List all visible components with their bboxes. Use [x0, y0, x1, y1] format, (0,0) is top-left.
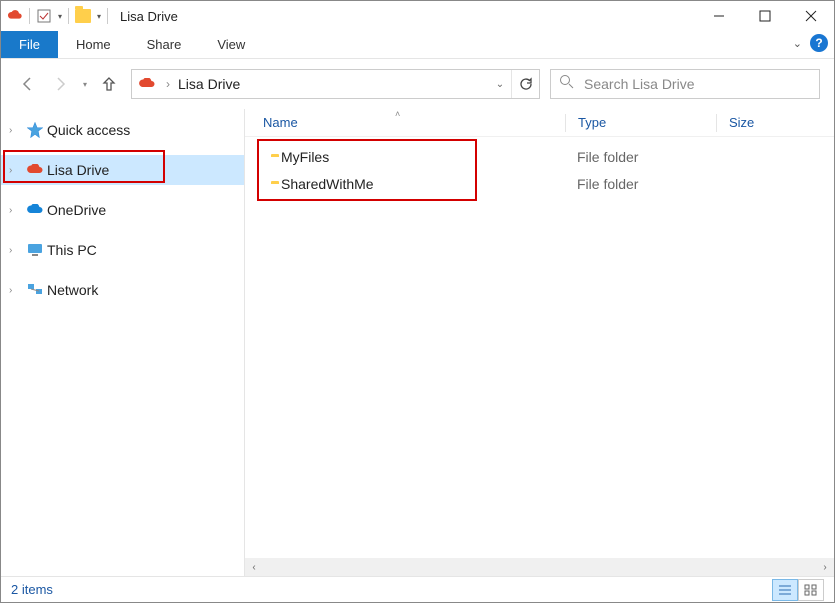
column-type[interactable]: Type [566, 115, 716, 130]
file-name: MyFiles [281, 149, 329, 165]
expander-icon[interactable]: › [9, 245, 23, 256]
nav-row: ▾ › Lisa Drive ⌄ [1, 59, 834, 109]
tree-item-onedrive[interactable]: › OneDrive [1, 195, 244, 225]
status-bar: 2 items [1, 576, 834, 602]
address-history-icon[interactable]: ⌄ [489, 79, 511, 90]
star-icon [25, 122, 45, 138]
column-size[interactable]: Size [717, 115, 754, 130]
files-pane: Name ˄ Type Size MyFiles File folder [245, 109, 834, 576]
file-type: File folder [565, 176, 715, 192]
tree-item-lisa-drive[interactable]: › Lisa Drive [1, 155, 244, 185]
search-icon [559, 74, 574, 94]
search-input[interactable] [582, 75, 811, 93]
status-text: 2 items [11, 582, 53, 597]
close-button[interactable] [788, 1, 834, 31]
window-controls [696, 1, 834, 31]
scroll-left-icon[interactable]: ‹ [245, 558, 263, 576]
file-type: File folder [565, 149, 715, 165]
ribbon-expand-icon[interactable]: ⌄ [793, 37, 802, 50]
qa-separator [68, 8, 69, 24]
tree-label: Network [47, 282, 98, 298]
properties-icon[interactable] [36, 8, 52, 24]
file-name: SharedWithMe [281, 176, 374, 192]
tree-label: This PC [47, 242, 97, 258]
tree-label: Quick access [47, 122, 130, 138]
window-title: Lisa Drive [120, 9, 178, 24]
view-toggles [772, 579, 824, 601]
cloud-orange-icon [25, 164, 45, 176]
tab-home[interactable]: Home [58, 31, 129, 58]
tree-item-this-pc[interactable]: › This PC [1, 235, 244, 265]
breadcrumb-item[interactable]: Lisa Drive [174, 76, 244, 92]
tree-label: OneDrive [47, 202, 106, 218]
nav-tree: › Quick access › Lisa Drive › OneDrive ›… [1, 109, 245, 576]
ribbon: File Home Share View ⌄ ? [1, 31, 834, 59]
help-button[interactable]: ? [810, 34, 828, 52]
expander-icon[interactable]: › [9, 165, 23, 176]
column-name[interactable]: Name [245, 115, 565, 130]
refresh-button[interactable] [511, 70, 539, 98]
body: › Quick access › Lisa Drive › OneDrive ›… [1, 109, 834, 576]
horizontal-scrollbar[interactable]: ‹ › [245, 558, 834, 576]
file-row[interactable]: SharedWithMe File folder [245, 170, 834, 197]
minimize-button[interactable] [696, 1, 742, 31]
expander-icon[interactable]: › [9, 125, 23, 136]
maximize-button[interactable] [742, 1, 788, 31]
sort-indicator-icon: ˄ [395, 109, 400, 119]
recent-locations-icon[interactable]: ▾ [83, 80, 87, 89]
qa-separator [107, 8, 108, 24]
file-row[interactable]: MyFiles File folder [245, 143, 834, 170]
breadcrumb-separator-icon[interactable]: › [162, 77, 174, 91]
titlebar: ▾ ▾ Lisa Drive [1, 1, 834, 31]
pc-icon [25, 243, 45, 257]
address-bar[interactable]: › Lisa Drive ⌄ [131, 69, 540, 99]
tab-view[interactable]: View [199, 31, 263, 58]
tree-item-network[interactable]: › Network [1, 275, 244, 305]
back-button[interactable] [15, 72, 39, 96]
details-view-button[interactable] [772, 579, 798, 601]
explorer-window: ▾ ▾ Lisa Drive File Home Share View ⌄ ? … [0, 0, 835, 603]
icons-view-button[interactable] [798, 579, 824, 601]
tab-share[interactable]: Share [129, 31, 200, 58]
search-box[interactable] [550, 69, 820, 99]
location-icon [132, 78, 162, 90]
file-tab[interactable]: File [1, 31, 58, 58]
file-list: MyFiles File folder SharedWithMe File fo… [245, 137, 834, 197]
column-headers: Name ˄ Type Size [245, 109, 834, 137]
tree-label: Lisa Drive [47, 162, 109, 178]
tree-item-quick-access[interactable]: › Quick access [1, 115, 244, 145]
cloud-blue-icon [25, 204, 45, 216]
quick-access-toolbar: ▾ ▾ Lisa Drive [1, 8, 178, 24]
app-icon [7, 8, 23, 24]
expander-icon[interactable]: › [9, 285, 23, 296]
qa-dropdown-icon[interactable]: ▾ [97, 12, 101, 21]
scroll-right-icon[interactable]: › [816, 558, 834, 576]
qa-separator [29, 8, 30, 24]
up-button[interactable] [97, 72, 121, 96]
forward-button[interactable] [49, 72, 73, 96]
network-icon [25, 283, 45, 297]
folder-icon [75, 8, 91, 24]
qa-dropdown-icon[interactable]: ▾ [58, 12, 62, 21]
expander-icon[interactable]: › [9, 205, 23, 216]
